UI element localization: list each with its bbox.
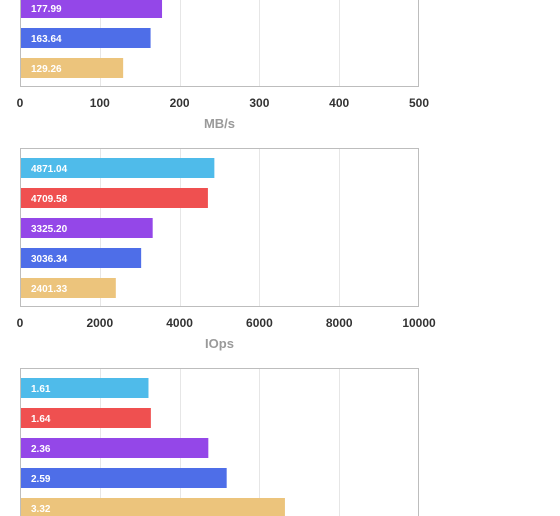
x-tick-label: 2000 [86, 316, 113, 330]
bar [21, 58, 124, 78]
bar [21, 378, 149, 398]
bar-value-label: 1.64 [31, 414, 51, 425]
x-tick-label: 400 [329, 96, 349, 110]
bar [21, 28, 151, 48]
x-tick-label: 6000 [246, 316, 273, 330]
x-tick-label: 300 [249, 96, 269, 110]
chart-3: 1.61 1.64 2.36 2.59 3.32 [20, 368, 419, 516]
bar-value-label: 2.59 [31, 474, 51, 485]
bar-value-label: 2.36 [31, 444, 51, 455]
bar [21, 188, 208, 208]
x-tick-label: 100 [90, 96, 110, 110]
chart-2: 4871.04 4709.58 3325.20 3036.34 2401.33 0 2000… [17, 148, 436, 351]
bar [21, 0, 163, 18]
x-tick-label: 0 [17, 96, 24, 110]
x-tick-label: 10000 [402, 316, 436, 330]
bar-value-label: 3325.20 [31, 224, 68, 235]
bar-value-label: 177.99 [31, 4, 62, 15]
x-tick-label: 4000 [166, 316, 193, 330]
chart-1: 177.99 163.64 129.26 0 100 200 300 400 500 MB/s [17, 0, 429, 131]
bar [21, 408, 151, 428]
x-tick-label: 8000 [326, 316, 353, 330]
x-axis-title: IOps [205, 336, 234, 351]
bar-value-label: 129.26 [31, 64, 62, 75]
bar [21, 158, 215, 178]
bar-value-label: 4709.58 [31, 194, 68, 205]
x-tick-label: 500 [409, 96, 429, 110]
bar-value-label: 1.61 [31, 384, 51, 395]
bar [21, 498, 285, 516]
bar-value-label: 3036.34 [31, 254, 68, 265]
bar [21, 218, 153, 238]
bar-value-label: 2401.33 [31, 284, 68, 295]
bar-value-label: 3.32 [31, 504, 51, 515]
x-axis-title: MB/s [204, 116, 235, 131]
x-tick-label: 0 [17, 316, 24, 330]
bar [21, 438, 209, 458]
bar [21, 468, 227, 488]
bar-value-label: 4871.04 [31, 164, 68, 175]
bar-value-label: 163.64 [31, 34, 62, 45]
bar [21, 278, 116, 298]
bar [21, 248, 142, 268]
x-tick-label: 200 [170, 96, 190, 110]
